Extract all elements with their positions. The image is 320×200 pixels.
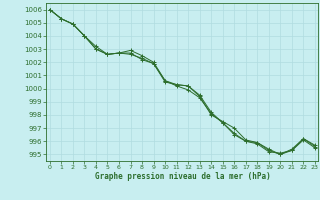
- X-axis label: Graphe pression niveau de la mer (hPa): Graphe pression niveau de la mer (hPa): [94, 172, 270, 181]
